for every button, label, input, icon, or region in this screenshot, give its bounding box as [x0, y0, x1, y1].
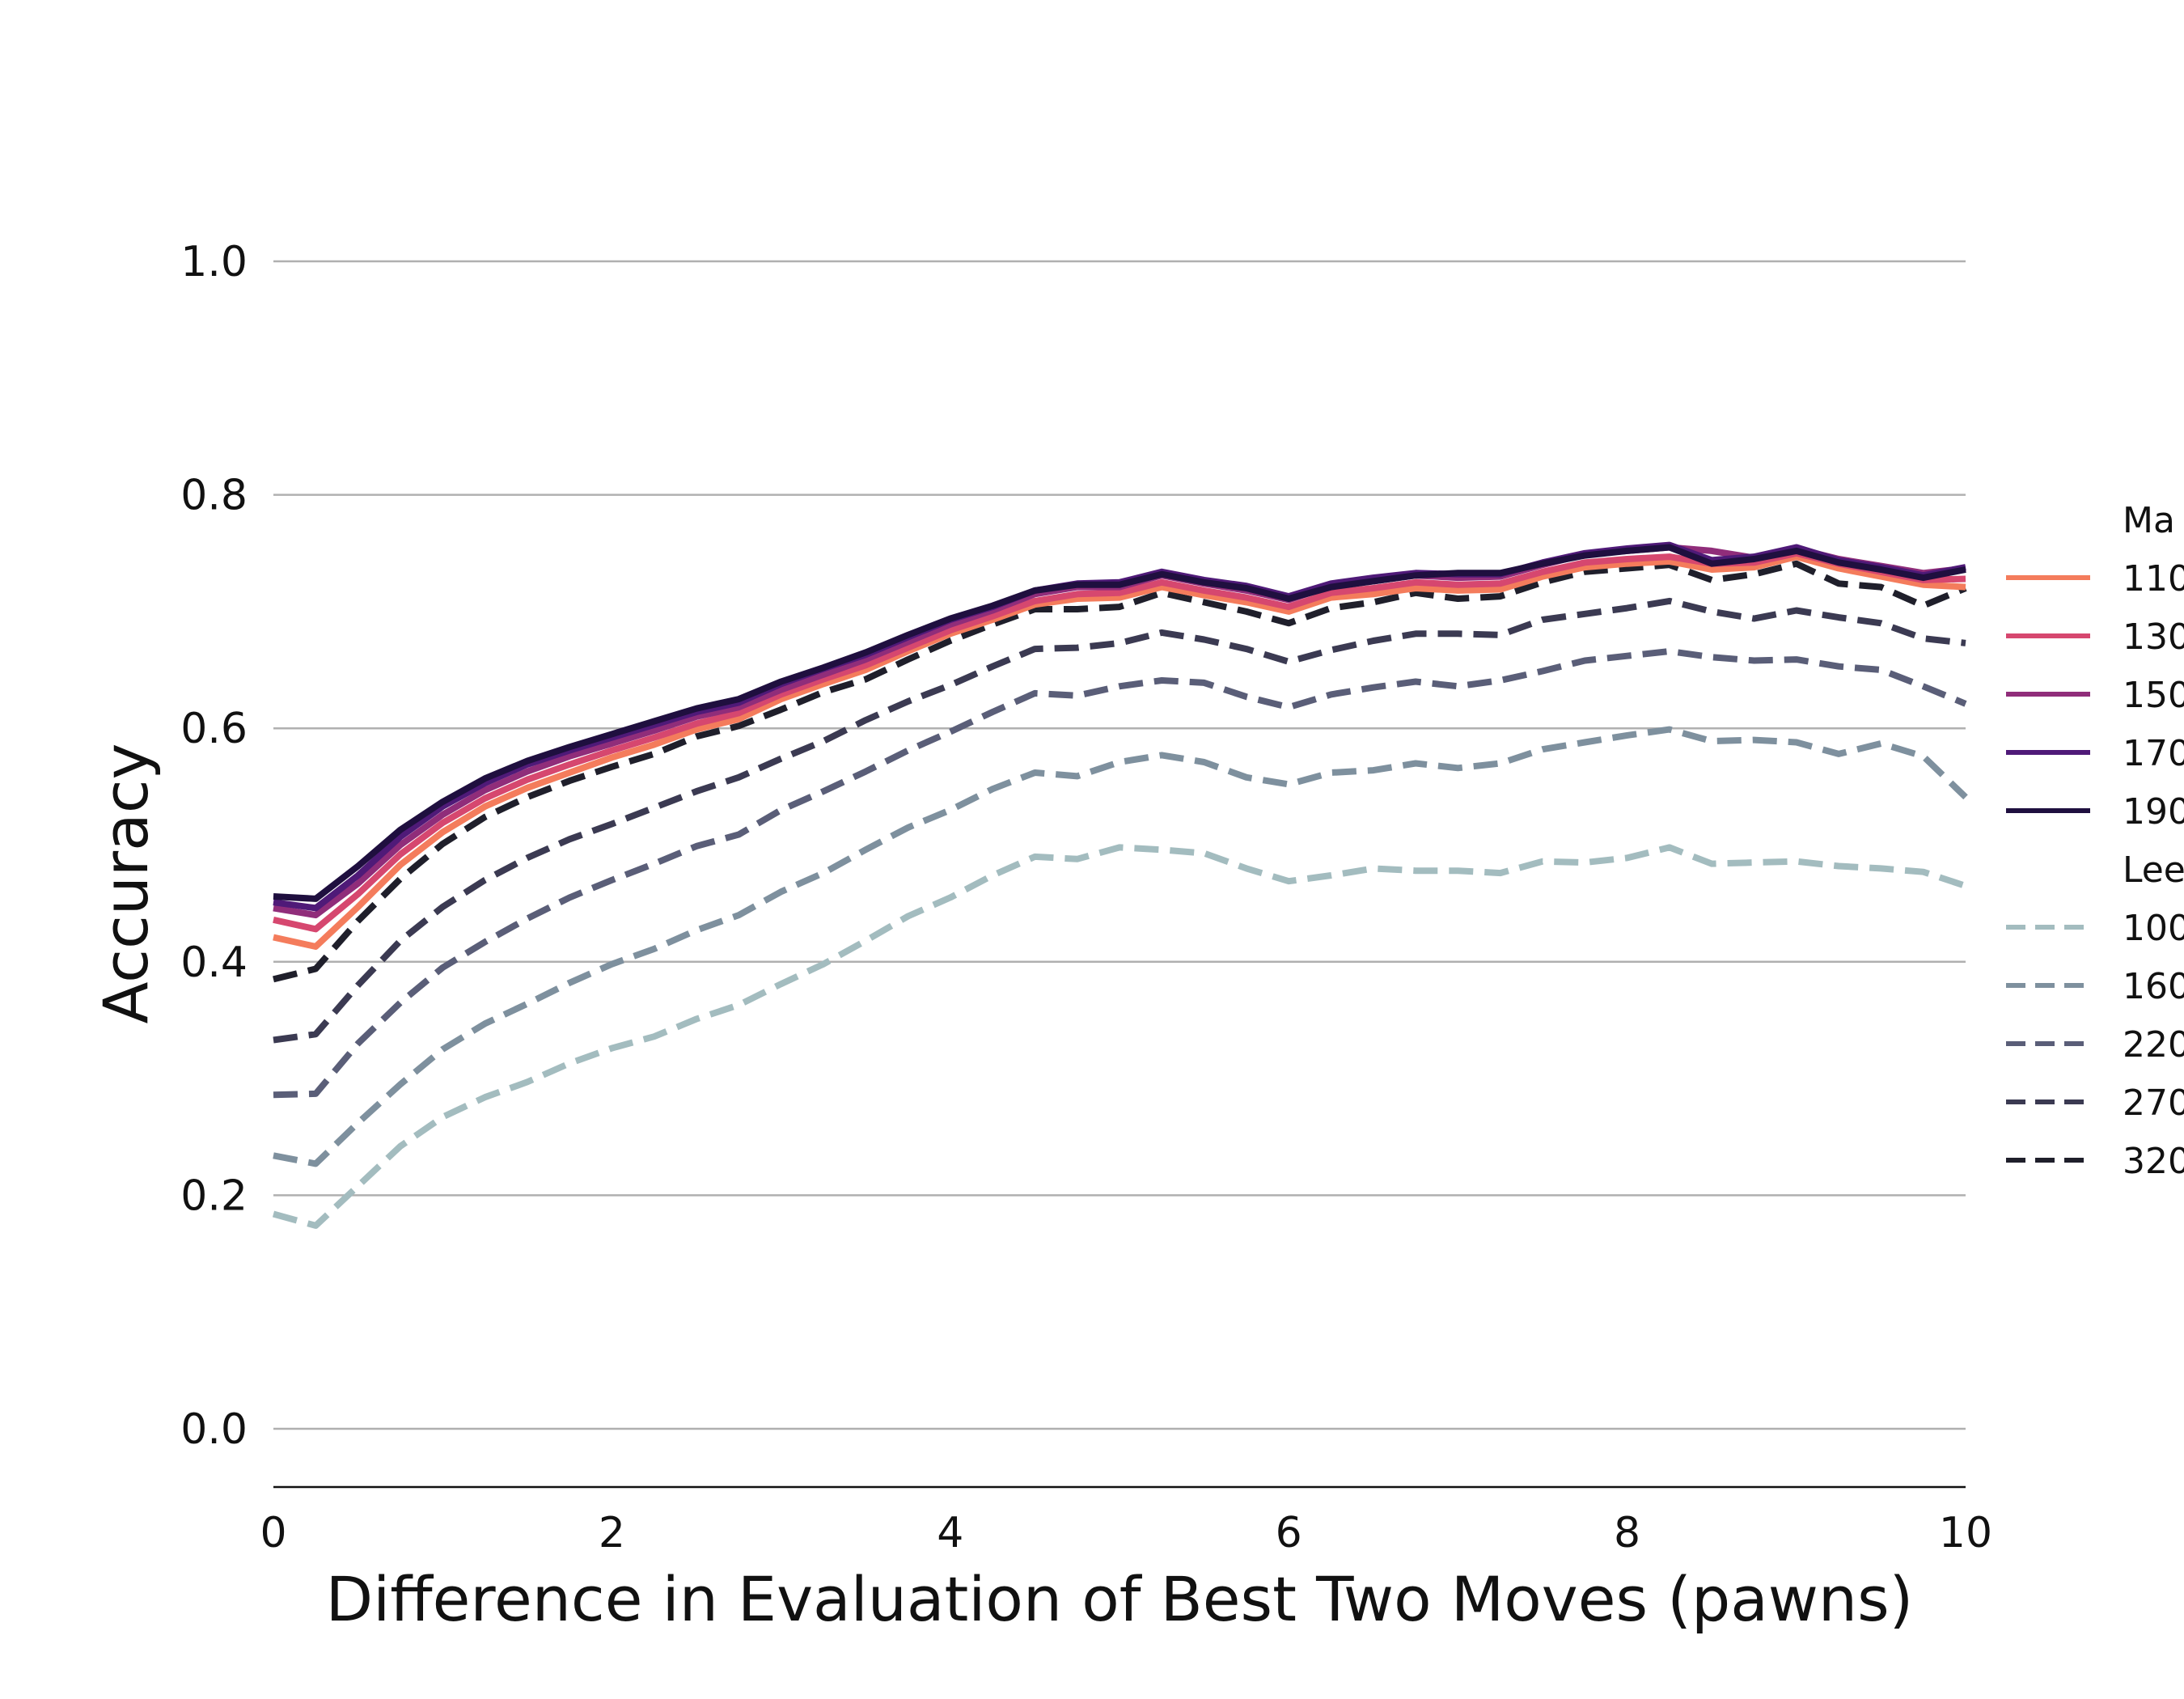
legend-entry-label: 170: [2123, 733, 2184, 774]
series-line-lee-8: [273, 597, 1966, 1044]
series-line-lee-7: [273, 648, 1967, 1099]
legend: Ma 110 130 150 170 190 Lee 100 160 220 270 320: [2006, 500, 2184, 1182]
series-lines: [272, 541, 1968, 1229]
legend-entry-label: 160: [2123, 966, 2184, 1007]
legend-entry-label: 220: [2123, 1024, 2184, 1066]
x-tick-label: 0: [260, 1509, 286, 1557]
series-line-lee-9: [273, 560, 1967, 983]
legend-entry-label: 130: [2123, 616, 2184, 658]
x-axis-title: Difference in Evaluation of Best Two Mov…: [326, 1563, 1914, 1635]
legend-entry-label: 320: [2123, 1141, 2184, 1182]
legend-entry-label: 190: [2123, 791, 2184, 833]
series-line-lee-5: [272, 844, 1967, 1229]
x-tick-labels: 0 2 4 6 8 10: [260, 1509, 1992, 1557]
legend-entry-label: 270: [2123, 1083, 2184, 1124]
series-line-lee-6: [273, 726, 1968, 1167]
legend-entry-label: 110: [2123, 558, 2184, 600]
x-tick-label: 4: [937, 1509, 963, 1557]
legend-group-title: Lee: [2123, 850, 2184, 891]
y-tick-label: 0.2: [180, 1172, 248, 1220]
y-tick-labels: 0.0 0.2 0.4 0.6 0.8 1.0: [180, 238, 248, 1454]
y-tick-label: 0.8: [180, 472, 248, 520]
legend-entry-label: 100: [2123, 908, 2184, 949]
y-tick-label: 0.6: [180, 705, 248, 753]
series-line-ma-4: [273, 544, 1966, 902]
y-tick-label: 0.4: [180, 938, 248, 987]
x-tick-label: 10: [1939, 1509, 1992, 1557]
y-tick-label: 1.0: [180, 238, 248, 286]
legend-entry-label: 150: [2123, 675, 2184, 716]
x-tick-label: 8: [1614, 1509, 1640, 1557]
y-tick-label: 0.0: [180, 1405, 248, 1454]
legend-group-title: Ma: [2123, 500, 2175, 541]
y-axis-title: Accuracy: [90, 744, 162, 1024]
x-tick-label: 6: [1276, 1509, 1302, 1557]
x-tick-label: 2: [599, 1509, 625, 1557]
series-line-ma-1: [273, 549, 1966, 933]
gridlines: [273, 260, 1966, 1430]
series-line-ma-0: [273, 553, 1966, 950]
series-line-ma-2: [273, 544, 1966, 919]
